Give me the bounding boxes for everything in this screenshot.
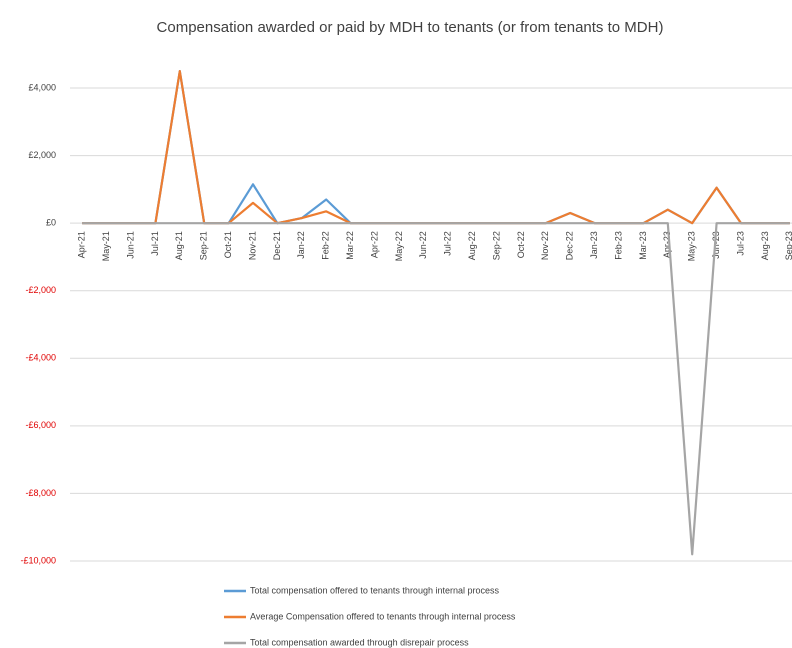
- x-tick-label: Jun-22: [418, 231, 428, 259]
- y-tick-label: -£10,000: [20, 555, 56, 565]
- x-tick-label: Jun-21: [125, 231, 135, 259]
- x-tick-label: Jul-23: [735, 231, 745, 256]
- x-tick-label: Feb-22: [321, 231, 331, 260]
- x-tick-label: Sep-22: [491, 231, 501, 260]
- x-tick-label: Aug-21: [174, 231, 184, 260]
- x-tick-label: Apr-23: [662, 231, 672, 258]
- x-tick-label: Sep-21: [199, 231, 209, 260]
- y-tick-label: -£6,000: [25, 420, 56, 430]
- y-tick-label: £2,000: [28, 150, 56, 160]
- legend-label: Total compensation offered to tenants th…: [250, 585, 499, 595]
- x-tick-label: Jan-22: [296, 231, 306, 259]
- y-tick-label: -£8,000: [25, 488, 56, 498]
- x-tick-label: Nov-22: [540, 231, 550, 260]
- series-line: [82, 222, 790, 556]
- legend-label: Total compensation awarded through disre…: [250, 637, 469, 647]
- y-tick-label: £0: [46, 218, 56, 228]
- x-tick-label: Feb-23: [613, 231, 623, 260]
- x-tick-label: May-22: [394, 231, 404, 261]
- legend-label: Average Compensation offered to tenants …: [250, 611, 516, 621]
- x-tick-label: Mar-22: [345, 231, 355, 260]
- x-tick-label: Apr-21: [77, 231, 87, 258]
- x-tick-label: Dec-22: [565, 231, 575, 260]
- x-tick-label: Mar-23: [638, 231, 648, 260]
- x-tick-label: Aug-23: [760, 231, 770, 260]
- chart-title: Compensation awarded or paid by MDH to t…: [157, 19, 664, 36]
- x-tick-label: Jul-22: [443, 231, 453, 256]
- x-tick-label: May-23: [687, 231, 697, 261]
- y-tick-label: -£4,000: [25, 353, 56, 363]
- x-tick-label: Dec-21: [272, 231, 282, 260]
- x-tick-label: Oct-22: [516, 231, 526, 258]
- series-line: [82, 70, 790, 225]
- x-tick-label: Aug-22: [467, 231, 477, 260]
- x-tick-label: Oct-21: [223, 231, 233, 258]
- x-tick-label: Apr-22: [369, 231, 379, 258]
- x-tick-label: Nov-21: [247, 231, 257, 260]
- x-tick-label: Sep-23: [784, 231, 792, 260]
- x-tick-label: Jan-23: [589, 231, 599, 259]
- series-line: [82, 70, 790, 225]
- x-tick-label: Jul-21: [150, 231, 160, 256]
- y-tick-label: £4,000: [28, 82, 56, 92]
- y-tick-label: -£2,000: [25, 285, 56, 295]
- x-tick-label: May-21: [101, 231, 111, 261]
